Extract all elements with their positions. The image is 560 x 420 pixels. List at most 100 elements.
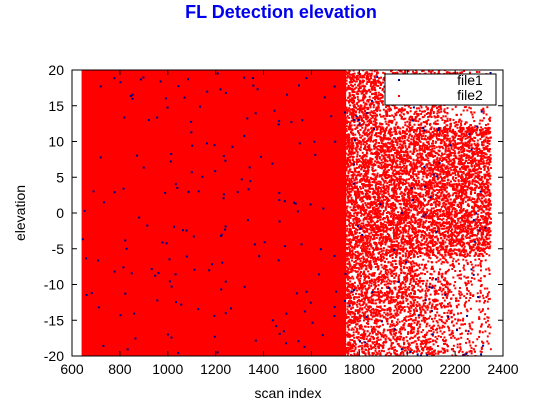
scatter-point bbox=[442, 233, 445, 236]
scatter-point bbox=[377, 180, 380, 183]
scatter-point bbox=[442, 135, 445, 138]
scatter-point bbox=[462, 172, 465, 175]
scatter-point bbox=[445, 134, 448, 137]
scatter-point bbox=[413, 265, 416, 268]
scatter-point bbox=[409, 223, 412, 226]
scatter-point bbox=[480, 259, 483, 262]
scatter-point bbox=[454, 180, 457, 183]
scatter-point bbox=[484, 186, 487, 189]
scatter-point bbox=[444, 340, 447, 343]
scatter-point bbox=[369, 217, 372, 220]
scatter-point bbox=[485, 162, 488, 165]
scatter-point bbox=[430, 235, 433, 238]
scatter-point bbox=[446, 235, 449, 238]
scatter-point bbox=[382, 249, 385, 252]
scatter-point bbox=[473, 164, 476, 167]
scatter-point bbox=[403, 291, 406, 294]
scatter-point bbox=[454, 124, 457, 127]
scatter-point bbox=[352, 209, 355, 212]
scatter-point bbox=[354, 192, 357, 195]
scatter-point bbox=[433, 220, 436, 223]
scatter-point bbox=[445, 292, 448, 295]
scatter-point bbox=[391, 72, 394, 75]
scatter-point bbox=[388, 296, 391, 299]
scatter-point bbox=[455, 197, 458, 200]
scatter-point bbox=[422, 339, 425, 342]
scatter-point bbox=[439, 182, 442, 185]
scatter-point bbox=[373, 206, 376, 209]
scatter-point bbox=[435, 290, 438, 293]
scatter-point bbox=[417, 332, 420, 335]
scatter-point bbox=[471, 235, 474, 238]
scatter-point bbox=[460, 157, 463, 160]
scatter-point bbox=[373, 181, 376, 184]
scatter-point bbox=[468, 350, 471, 353]
scatter-point bbox=[451, 354, 454, 356]
scatter-point bbox=[426, 182, 429, 185]
scatter-point bbox=[458, 274, 461, 277]
scatter-point bbox=[392, 209, 395, 212]
scatter-point bbox=[412, 70, 415, 73]
scatter-point bbox=[375, 294, 378, 297]
scatter-point bbox=[417, 279, 420, 282]
scatter-point bbox=[375, 141, 378, 144]
scatter-point bbox=[364, 318, 367, 321]
scatter-point bbox=[441, 139, 444, 142]
scatter-point bbox=[383, 85, 386, 88]
scatter-point bbox=[483, 168, 486, 171]
scatter-point bbox=[455, 194, 458, 197]
scatter-point bbox=[367, 237, 370, 240]
scatter-point bbox=[380, 177, 383, 180]
scatter-point bbox=[446, 292, 449, 295]
scatter-point bbox=[425, 154, 428, 157]
scatter-point bbox=[374, 178, 377, 181]
scatter-point bbox=[454, 281, 457, 284]
scatter-point bbox=[413, 296, 416, 299]
scatter-point bbox=[439, 209, 442, 212]
scatter-point bbox=[376, 216, 379, 219]
scatter-point bbox=[364, 106, 367, 109]
scatter-point bbox=[345, 213, 348, 216]
scatter-point bbox=[349, 206, 352, 209]
scatter-point bbox=[481, 128, 484, 131]
scatter-point bbox=[408, 156, 411, 159]
scatter-point bbox=[414, 235, 417, 238]
scatter-point bbox=[389, 323, 392, 326]
scatter-point bbox=[434, 120, 437, 123]
scatter-point bbox=[419, 203, 422, 206]
scatter-point bbox=[483, 148, 486, 151]
scatter-point bbox=[376, 305, 379, 308]
scatter-point bbox=[379, 289, 382, 292]
scatter-point bbox=[348, 185, 351, 188]
scatter-point bbox=[372, 145, 375, 148]
scatter-point bbox=[369, 268, 372, 271]
scatter-point bbox=[371, 168, 374, 171]
scatter-point-cluster bbox=[81, 70, 347, 356]
scatter-point bbox=[446, 117, 449, 120]
scatter-point bbox=[372, 164, 375, 167]
scatter-point bbox=[353, 72, 356, 75]
scatter-point bbox=[431, 147, 434, 150]
scatter-point bbox=[442, 170, 445, 173]
scatter-point bbox=[359, 128, 362, 131]
scatter-point bbox=[427, 338, 430, 341]
scatter-point bbox=[416, 213, 419, 216]
scatter-point bbox=[404, 166, 407, 169]
scatter-point bbox=[446, 132, 449, 135]
scatter-point bbox=[379, 352, 382, 355]
scatter-point bbox=[482, 205, 485, 208]
scatter-point bbox=[454, 174, 457, 177]
scatter-point bbox=[351, 256, 354, 259]
scatter-point bbox=[427, 306, 430, 309]
scatter-point bbox=[445, 139, 448, 142]
scatter-point bbox=[439, 258, 442, 261]
scatter-point bbox=[460, 141, 463, 144]
scatter-point bbox=[349, 128, 352, 131]
scatter-point bbox=[420, 185, 423, 188]
scatter-point bbox=[448, 184, 451, 187]
scatter-point bbox=[434, 328, 437, 331]
scatter-point bbox=[443, 183, 446, 186]
scatter-point bbox=[395, 111, 398, 114]
scatter-point bbox=[441, 214, 444, 217]
scatter-point bbox=[449, 153, 452, 156]
